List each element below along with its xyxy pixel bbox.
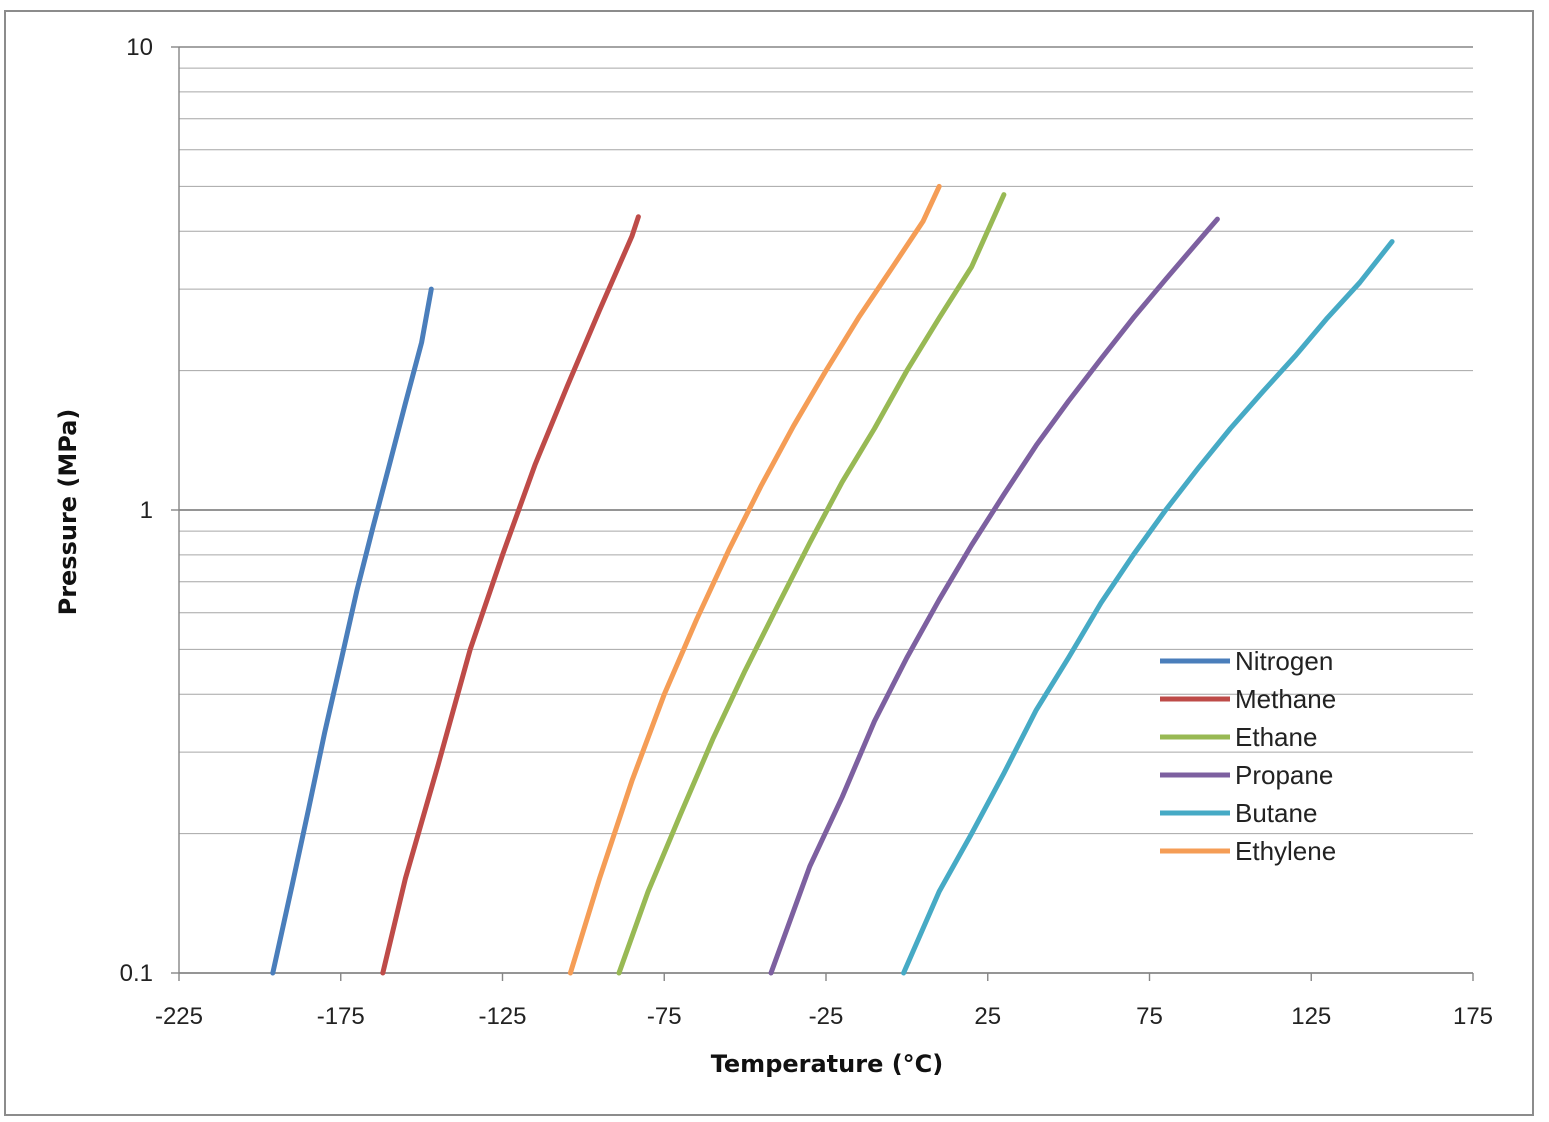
x-tick-label: -25 <box>809 1003 844 1030</box>
x-tick-label: 125 <box>1291 1003 1331 1030</box>
y-tick-label: 0.1 <box>120 960 153 987</box>
y-tick-label: 1 <box>140 497 153 524</box>
axes: 0.1 1 10 -225 -175 -125 -75 -25 25 75 125 175 <box>120 34 1493 1030</box>
legend-label-nitrogen: Nitrogen <box>1235 646 1333 676</box>
legend-label-ethylene: Ethylene <box>1235 836 1336 866</box>
series-line-nitrogen <box>270 286 434 976</box>
series-line-butane <box>901 239 1395 976</box>
series-line-propane <box>768 216 1220 976</box>
x-tick-label: -125 <box>478 1003 526 1030</box>
x-tick-label: 25 <box>974 1003 1001 1030</box>
x-tick-label: -225 <box>155 1003 203 1030</box>
chart-frame <box>4 10 1534 1116</box>
legend-label-butane: Butane <box>1235 798 1317 828</box>
x-tick-label: 175 <box>1453 1003 1493 1030</box>
series-line-ethylene <box>567 183 942 976</box>
x-tick-label: -175 <box>317 1003 365 1030</box>
x-tick-label: -75 <box>647 1003 682 1030</box>
legend-label-ethane: Ethane <box>1235 722 1317 752</box>
legend-label-methane: Methane <box>1235 684 1336 714</box>
x-tick-label: 75 <box>1136 1003 1163 1030</box>
series-line-methane <box>380 214 641 976</box>
y-axis-title: Pressure (MPa) <box>54 409 82 616</box>
legend-label-propane: Propane <box>1235 760 1333 790</box>
series-line-ethane <box>616 192 1007 976</box>
y-tick-label: 10 <box>126 34 153 61</box>
x-axis-title: Temperature (°C) <box>711 1050 944 1078</box>
legend: Nitrogen Methane Ethane Propane Butane Ethyle… <box>1160 646 1336 866</box>
series-lines <box>270 183 1395 976</box>
